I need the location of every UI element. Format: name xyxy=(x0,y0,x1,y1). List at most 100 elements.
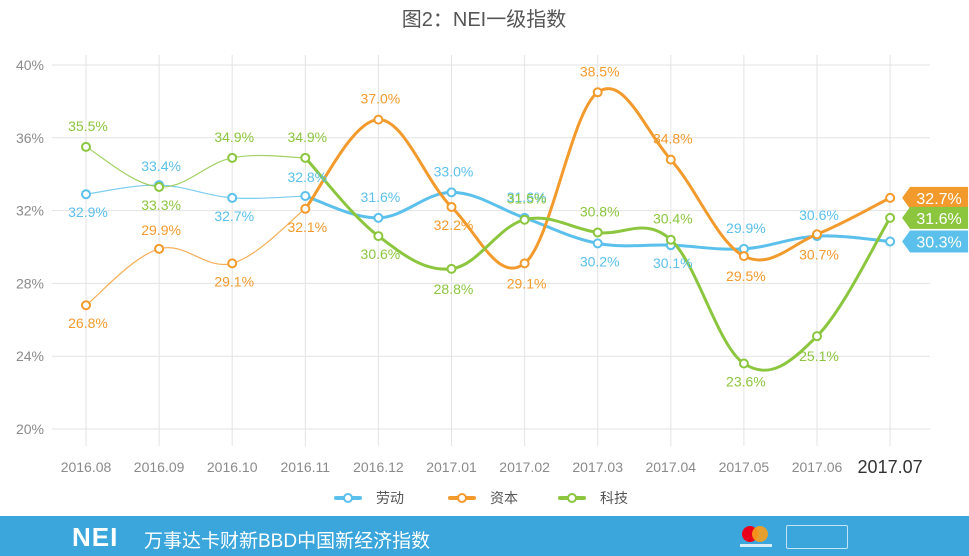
legend-label: 劳动 xyxy=(376,490,404,506)
data-label: 31.6% xyxy=(361,189,401,205)
data-label: 30.4% xyxy=(653,211,693,227)
data-point[interactable] xyxy=(373,114,384,125)
data-label: 29.5% xyxy=(726,268,766,284)
data-point[interactable] xyxy=(592,227,603,238)
data-label: 30.1% xyxy=(653,255,693,271)
data-label: 38.5% xyxy=(580,63,620,79)
y-tick-label: 40% xyxy=(16,57,44,73)
legend-item[interactable]: 科技 xyxy=(558,490,628,506)
legend-item[interactable]: 劳动 xyxy=(334,490,404,506)
data-labels: 32.9% 33.4% 32.7% 32.8% 31.6% 33.0% 31.6% 30.2%… xyxy=(68,63,969,389)
data-point[interactable] xyxy=(738,251,749,262)
y-tick-label: 36% xyxy=(16,130,44,146)
data-point[interactable] xyxy=(81,189,91,200)
data-point[interactable] xyxy=(227,152,238,163)
data-label: 30.6% xyxy=(799,207,839,223)
caixin-insight-logo-icon xyxy=(786,525,848,549)
data-point[interactable] xyxy=(227,192,238,203)
data-label: 30.8% xyxy=(580,203,620,219)
y-axis-ticks: 40% 36% 32% 28% 24% 20% xyxy=(16,57,44,437)
legend[interactable]: 劳动 资本 科技 xyxy=(334,490,628,506)
end-value-label: 31.6% xyxy=(916,211,961,228)
data-point[interactable] xyxy=(373,231,384,242)
data-point[interactable] xyxy=(519,214,530,225)
data-point[interactable] xyxy=(812,229,822,240)
nei-logo: NEI xyxy=(72,522,119,552)
end-value-tag: 31.6% xyxy=(902,206,969,229)
series-line-1-start xyxy=(85,184,306,200)
data-label: 33.3% xyxy=(141,197,181,213)
data-point[interactable] xyxy=(885,192,896,203)
chart-title: 图2：NEI一级指数 xyxy=(402,8,566,31)
data-point[interactable] xyxy=(300,191,311,202)
x-tick-label: 2017.07 xyxy=(858,457,923,477)
footer-title: 万事达卡财新BBD中国新经济指数 xyxy=(144,531,431,552)
series-line-2-start xyxy=(85,208,306,306)
data-label: 29.9% xyxy=(726,220,766,236)
data-point[interactable] xyxy=(81,300,91,311)
data-label: 34.9% xyxy=(287,129,327,145)
footer-banner: NEI 万事达卡财新BBD中国新经济指数 xyxy=(0,516,969,556)
data-point[interactable] xyxy=(300,152,311,163)
data-label: 29.9% xyxy=(141,222,181,238)
y-tick-label: 24% xyxy=(16,348,44,364)
x-tick-label: 2016.11 xyxy=(281,459,331,475)
data-point[interactable] xyxy=(446,187,457,198)
data-label: 32.8% xyxy=(287,169,327,185)
data-point[interactable] xyxy=(227,258,238,269)
data-label: 26.8% xyxy=(68,315,108,331)
nei-chart: 图2：NEI一级指数 40%36%32%28%24%20% 2016.08 201… xyxy=(16,8,969,506)
data-label: 32.1% xyxy=(287,219,327,235)
data-label: 30.7% xyxy=(799,246,839,262)
data-label: 32.2% xyxy=(434,217,474,233)
data-point[interactable] xyxy=(373,212,384,223)
data-label: 32.9% xyxy=(68,204,108,220)
data-point[interactable] xyxy=(300,203,311,214)
series-lines xyxy=(81,87,896,372)
data-point[interactable] xyxy=(592,87,603,98)
data-label: 29.1% xyxy=(214,273,254,289)
data-label: 25.1% xyxy=(799,348,839,364)
x-tick-label: 2017.05 xyxy=(719,459,770,475)
x-tick-label: 2016.09 xyxy=(134,459,185,475)
data-point[interactable] xyxy=(885,236,896,247)
data-label: 34.8% xyxy=(653,131,693,147)
data-point[interactable] xyxy=(885,212,896,223)
data-label: 30.2% xyxy=(580,253,620,269)
data-label: 31.5% xyxy=(507,191,547,207)
data-point[interactable] xyxy=(665,154,676,165)
data-label: 31.6% xyxy=(507,189,547,205)
legend-item[interactable]: 资本 xyxy=(448,490,518,506)
data-label: 23.6% xyxy=(726,373,766,389)
data-label: 28.8% xyxy=(434,281,474,297)
x-tick-label: 2017.02 xyxy=(499,459,550,475)
partner-logos xyxy=(740,524,862,550)
x-tick-label: 2016.10 xyxy=(207,459,258,475)
data-point[interactable] xyxy=(519,258,530,269)
x-tick-label: 2017.06 xyxy=(792,459,843,475)
data-point[interactable] xyxy=(592,238,603,249)
data-label: 29.1% xyxy=(507,275,547,291)
data-point[interactable] xyxy=(738,358,749,369)
data-point[interactable] xyxy=(446,201,457,212)
data-label: 35.5% xyxy=(68,118,108,134)
end-value-tag: 30.3% xyxy=(902,230,969,253)
data-point[interactable] xyxy=(665,234,676,245)
data-label: 33.0% xyxy=(434,163,474,179)
data-label: 32.7% xyxy=(214,208,254,224)
x-tick-label: 2016.08 xyxy=(61,459,112,475)
x-tick-label: 2017.01 xyxy=(426,459,477,475)
data-point[interactable] xyxy=(154,243,165,254)
data-point[interactable] xyxy=(81,141,91,152)
series-line-3 xyxy=(304,156,892,372)
data-label: 34.9% xyxy=(214,129,254,145)
data-point[interactable] xyxy=(812,331,822,342)
x-tick-label: 2016.12 xyxy=(353,459,404,475)
y-tick-label: 20% xyxy=(16,421,44,437)
end-value-label: 32.7% xyxy=(916,191,961,208)
data-point[interactable] xyxy=(446,263,457,274)
data-point[interactable] xyxy=(154,181,165,192)
end-value-tag: 32.7% xyxy=(902,186,969,209)
mastercard-logo-icon xyxy=(740,524,772,550)
y-tick-label: 28% xyxy=(16,275,44,291)
